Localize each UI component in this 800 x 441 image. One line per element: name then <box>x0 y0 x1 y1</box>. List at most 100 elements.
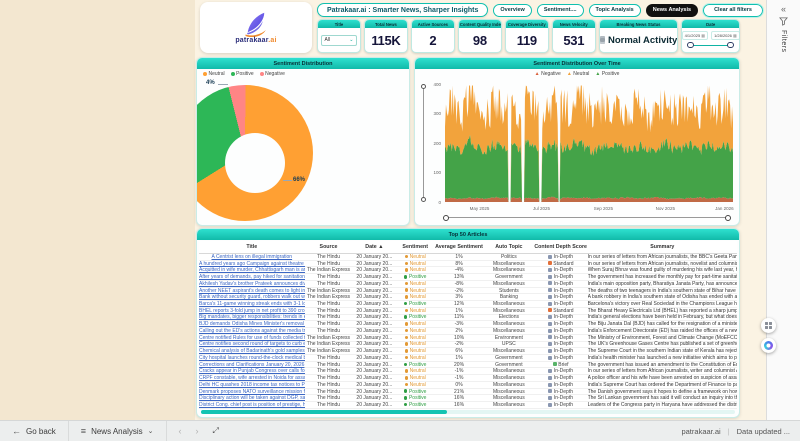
slider-handle-left[interactable] <box>687 42 694 49</box>
scrollbar-thumb[interactable] <box>201 410 447 414</box>
column-header-source[interactable]: Source <box>305 244 353 250</box>
copilot-button[interactable] <box>761 338 776 353</box>
source-cell: The Indian Express <box>305 288 353 294</box>
summary-cell: India's general elections have been held… <box>588 314 737 320</box>
article-title-link[interactable]: Centre notified Rules for use of funds c… <box>199 335 305 341</box>
prev-page-icon[interactable]: ‹ <box>179 426 182 436</box>
article-title-link[interactable]: BJD demands Odisha Mines Minister's remo… <box>199 321 305 327</box>
sentiment-cell: Neutral <box>396 281 434 287</box>
avg-sentiment-cell: -2% <box>434 288 484 294</box>
tab-sentiment[interactable]: Sentiment.... <box>537 4 584 17</box>
topic-cell: Government <box>484 362 534 368</box>
column-header-summary[interactable]: Summary <box>588 244 737 250</box>
legend-item-neutral[interactable]: Neutral <box>203 71 225 77</box>
next-page-icon[interactable]: › <box>196 426 199 436</box>
article-title-link[interactable]: After years of demands, pay hiked for sa… <box>199 274 305 280</box>
stacked-area-chart[interactable] <box>445 84 733 202</box>
title-filter-dropdown[interactable]: All⌄ <box>321 35 358 46</box>
column-header-sentiment[interactable]: Sentiment <box>396 244 434 250</box>
article-title-link[interactable]: Cracks appear in Punjab Congress over ca… <box>199 368 305 374</box>
clear-all-filters-button[interactable]: Clear all filters <box>703 4 763 17</box>
article-title-link[interactable]: Big mandates, bigger responsibilities: t… <box>199 314 305 320</box>
slider-handle-right[interactable] <box>727 42 734 49</box>
legend-item-negative[interactable]: ▲Negative <box>535 71 561 77</box>
fullscreen-icon[interactable]: ⤢ <box>213 426 219 436</box>
topic-cell: Miscellaneous <box>484 389 534 395</box>
topic-cell: Miscellaneous <box>484 267 534 273</box>
depth-cell: Standard <box>534 261 588 267</box>
article-title-link[interactable]: Calling out the ED's actions against the… <box>199 328 305 334</box>
legend-item-neutral[interactable]: ▲Neutral <box>567 71 590 77</box>
calendar-icon: ▦ <box>701 33 705 38</box>
date-cell: 20 January 20... <box>352 328 396 334</box>
depth-cell: In-Depth <box>534 375 588 381</box>
tab-overview[interactable]: Overview <box>493 4 531 17</box>
apps-grid-button[interactable] <box>761 318 776 333</box>
summary-cell: A bank robbery in India's southern state… <box>588 294 737 300</box>
avg-sentiment-cell: -1% <box>434 368 484 374</box>
sentiment-cell: Neutral <box>396 308 434 314</box>
sentiment-cell: Positive <box>396 389 434 395</box>
summary-cell: The government has increased the monthly… <box>588 274 737 280</box>
title-cell: BJD demands Odisha Mines Minister's remo… <box>199 321 305 327</box>
go-back-button[interactable]: ← Go back <box>0 421 69 441</box>
column-header-auto-topic[interactable]: Auto Topic <box>484 244 534 250</box>
article-title-link[interactable]: Denmark proposes NATO surveillance missi… <box>199 389 305 395</box>
article-title-link[interactable]: Bank without security guard, robbers wal… <box>199 294 305 300</box>
column-header-average-sentiment[interactable]: Average Sentiment <box>434 244 484 250</box>
article-title-link[interactable]: A Centrist lens on illegal immigration <box>212 254 293 260</box>
summary-cell: India's Enforcement Directorate (ED) has… <box>588 328 737 334</box>
date-cell: 20 January 20... <box>352 308 396 314</box>
column-header-content-depth-score[interactable]: Content Depth Score <box>534 244 588 250</box>
article-title-link[interactable]: Corrections and Clarifications January 2… <box>199 362 304 368</box>
source-cell: The Hindu <box>305 355 353 361</box>
article-title-link[interactable]: Delhi HC quashes 2018 income tax notices… <box>199 382 305 388</box>
title-cell: District Cong. chief post is position of… <box>199 402 305 408</box>
article-title-link[interactable]: Akhilesh Yadav's brother Prateek announc… <box>199 281 305 287</box>
depth-cell: Standard <box>534 308 588 314</box>
article-title-link[interactable]: CRPF constable, wife arrested in Noida f… <box>199 375 305 381</box>
sentiment-distribution-title: Sentiment Distribution <box>197 58 409 69</box>
summary-cell: India's Supreme Court has ordered the De… <box>588 382 737 388</box>
legend-item-positive[interactable]: ▲Positive <box>595 71 619 77</box>
legend-item-negative[interactable]: Negative <box>260 71 285 77</box>
column-header-date[interactable]: Date ▲ <box>352 244 396 250</box>
topic-cell: Miscellaneous <box>484 308 534 314</box>
article-title-link[interactable]: BHEL reports 3-fold jump in net profit t… <box>199 308 305 314</box>
y-axis-range-slider[interactable] <box>421 84 426 202</box>
article-title-link[interactable]: Centre notifies second round of targets … <box>199 341 305 347</box>
summary-cell: The Danish government says it hopes to d… <box>588 389 737 395</box>
article-title-link[interactable]: Barca's 11-game winning streak ends with… <box>199 301 305 307</box>
summary-cell: India's main opposition party, Bharatiya… <box>588 281 737 287</box>
article-title-link[interactable]: District Cong. chief post is position of… <box>199 402 305 408</box>
page-selector[interactable]: ≡ News Analysis ⌄ <box>69 421 167 441</box>
donut-hole <box>225 133 285 193</box>
article-title-link[interactable]: Another NEET aspirant's death comes to l… <box>199 288 305 294</box>
date-end-input[interactable]: 1/28/2026 ▦ <box>711 31 740 40</box>
source-cell: The Hindu <box>305 308 353 314</box>
column-header-title[interactable]: Title <box>199 244 305 250</box>
date-cell: 20 January 20... <box>352 267 396 273</box>
kpi-label: Total News <box>365 20 407 28</box>
avg-sentiment-cell: 6% <box>434 348 484 354</box>
date-start-input[interactable]: 4/1/2025 ▦ <box>682 31 708 40</box>
article-title-link[interactable]: A hundred years ago Campaign against the… <box>199 261 305 267</box>
avg-sentiment-cell: 1% <box>434 355 484 361</box>
tab-news-analysis[interactable]: News Analysis <box>646 4 698 17</box>
collapse-pane-icon[interactable]: « <box>781 5 786 13</box>
article-title-link[interactable]: Chemical analysis of Badarinath's gold s… <box>199 348 305 354</box>
x-axis-range-slider[interactable] <box>443 214 731 221</box>
source-cell: The Hindu <box>305 274 353 280</box>
sentiment-cell: Positive <box>396 314 434 320</box>
table-horizontal-scrollbar[interactable] <box>201 410 735 414</box>
tab-topic-analysis[interactable]: Topic Analysis <box>589 4 641 17</box>
article-title-link[interactable]: City hospital launches round-the-clock m… <box>199 355 305 361</box>
date-range-slider[interactable] <box>687 41 734 49</box>
sentiment-cell: Neutral <box>396 288 434 294</box>
article-title-link[interactable]: Acquitted in wife murder, Chhattisgarh m… <box>199 267 305 273</box>
article-title-link[interactable]: Disciplinary action will be taken agains… <box>199 395 305 401</box>
sentiment-cell: Neutral <box>396 335 434 341</box>
topic-cell: Miscellaneous <box>484 321 534 327</box>
avg-sentiment-cell: -2% <box>434 341 484 347</box>
legend-item-positive[interactable]: Positive <box>231 71 254 77</box>
